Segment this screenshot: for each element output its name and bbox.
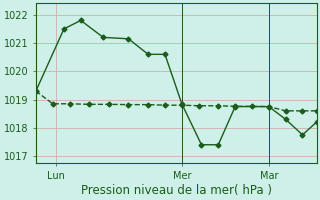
X-axis label: Pression niveau de la mer( hPa ): Pression niveau de la mer( hPa ): [81, 184, 272, 197]
